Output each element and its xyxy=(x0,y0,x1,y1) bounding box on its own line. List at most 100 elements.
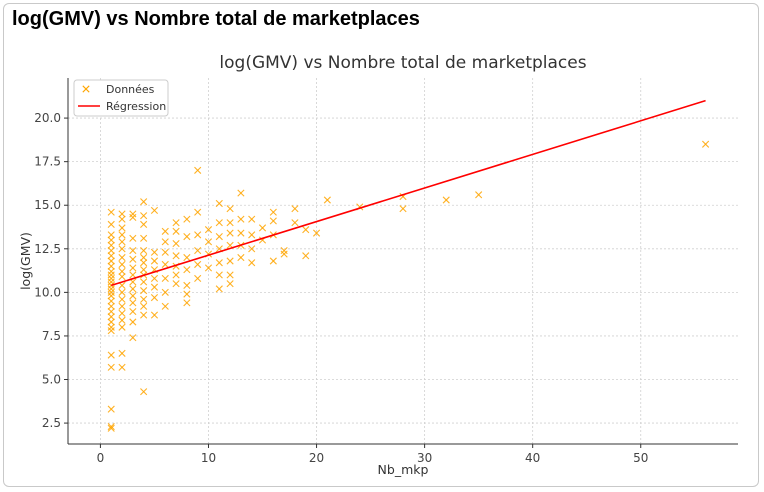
data-point xyxy=(183,266,191,274)
data-point xyxy=(107,208,115,216)
regression-line-group xyxy=(110,99,706,287)
data-point xyxy=(248,259,256,267)
data-point xyxy=(237,229,245,237)
data-point xyxy=(129,234,137,242)
data-point xyxy=(107,422,115,431)
data-point xyxy=(312,229,321,237)
data-point xyxy=(269,217,277,225)
data-point xyxy=(172,271,180,279)
data-point xyxy=(269,257,277,265)
data-point xyxy=(118,267,126,276)
legend-label-regression: Régression xyxy=(106,100,166,113)
data-point xyxy=(183,253,191,262)
data-point xyxy=(107,424,115,432)
data-point xyxy=(140,259,148,267)
data-point xyxy=(107,313,115,321)
data-point xyxy=(107,274,115,283)
data-point xyxy=(118,253,126,262)
x-tick-label: 10 xyxy=(201,451,216,465)
data-point xyxy=(150,248,159,256)
y-tick-label: 17.5 xyxy=(34,155,61,169)
data-point xyxy=(140,220,148,228)
legend-box xyxy=(73,79,169,117)
data-point xyxy=(172,280,180,288)
x-tick-label: 50 xyxy=(633,451,648,465)
x-axis-label: Nb_mkp xyxy=(378,462,429,477)
data-point xyxy=(237,189,245,197)
data-point xyxy=(118,309,126,317)
data-point xyxy=(140,198,148,206)
data-point xyxy=(129,246,137,255)
data-point xyxy=(107,302,115,310)
data-point xyxy=(269,208,277,216)
data-point xyxy=(118,215,126,223)
data-point xyxy=(194,231,202,239)
y-tick-label: 5.0 xyxy=(42,373,61,387)
data-point xyxy=(129,292,137,300)
data-point xyxy=(150,257,159,265)
data-point xyxy=(204,226,213,234)
data-point xyxy=(204,264,213,272)
data-point xyxy=(172,227,180,235)
data-point xyxy=(161,302,169,310)
data-point xyxy=(248,215,256,223)
legend-label-donnees: Données xyxy=(106,83,155,96)
data-point xyxy=(140,302,148,310)
x-tick-label: 20 xyxy=(309,451,324,465)
data-point xyxy=(118,273,126,281)
data-point xyxy=(161,248,169,256)
data-point xyxy=(129,271,137,279)
data-point xyxy=(183,233,191,241)
tick-labels: 0 10 20 30 40 50 2.5 5.0 7.5 10.0 12.5 15.0 17.5 20.0 xyxy=(34,111,648,465)
data-point xyxy=(118,302,126,310)
data-point xyxy=(107,323,115,331)
data-point xyxy=(280,246,288,255)
data-point xyxy=(172,252,180,260)
data-point xyxy=(118,260,126,269)
data-point xyxy=(107,288,115,296)
data-point xyxy=(107,363,115,371)
y-tick-label: 10.0 xyxy=(34,285,61,299)
data-point xyxy=(118,231,126,239)
data-point xyxy=(215,271,223,279)
data-point xyxy=(183,281,191,289)
data-point xyxy=(194,246,202,255)
data-point xyxy=(323,196,331,204)
data-point xyxy=(150,311,159,319)
data-point xyxy=(129,334,137,342)
data-point xyxy=(194,208,202,216)
data-point xyxy=(118,323,126,331)
data-point xyxy=(118,288,126,296)
data-point xyxy=(118,349,126,357)
data-point xyxy=(172,219,180,227)
data-point xyxy=(215,259,223,267)
data-point xyxy=(140,253,148,262)
data-point xyxy=(140,266,148,274)
data-point xyxy=(150,206,159,215)
data-point xyxy=(107,297,115,305)
data-point xyxy=(248,245,256,253)
data-point xyxy=(226,219,234,227)
data-point xyxy=(107,307,115,316)
data-point xyxy=(129,285,137,293)
data-point xyxy=(140,295,148,303)
data-point xyxy=(140,246,148,255)
chart-title: log(GMV) vs Nombre total de marketplaces xyxy=(219,53,586,73)
data-point xyxy=(194,260,202,269)
data-point xyxy=(237,215,245,223)
data-point xyxy=(118,245,126,253)
data-point xyxy=(107,327,115,335)
data-point xyxy=(237,253,245,262)
data-point xyxy=(118,238,126,246)
data-point xyxy=(183,299,191,307)
data-point xyxy=(280,250,288,258)
regression-line xyxy=(110,99,706,287)
data-point xyxy=(226,205,234,213)
data-point xyxy=(215,199,223,208)
data-point xyxy=(107,246,115,255)
data-point xyxy=(118,295,126,303)
data-point xyxy=(140,278,148,286)
data-point xyxy=(129,299,137,307)
grid-lines xyxy=(68,78,738,444)
data-point xyxy=(215,285,223,293)
